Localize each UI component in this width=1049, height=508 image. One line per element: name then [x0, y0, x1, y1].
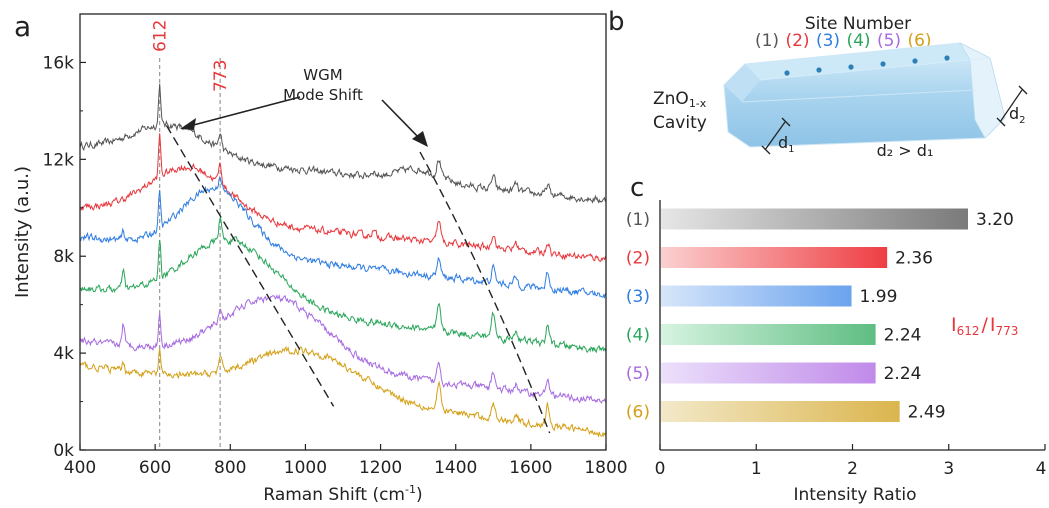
cavity-schematic: Site Number (1) (2) (3) (4) (5) (6) ZnO1-x Ca…	[653, 14, 1028, 160]
x-tick-label: 600	[139, 458, 171, 478]
site-labels: (1) (2) (3) (4) (5) (6)	[755, 31, 932, 51]
spectrum-site-6	[79, 345, 607, 438]
raman-chart: 400 600 800 1000 1200 1400 1600 1800 0k 4k 8k 12k 1…	[12, 13, 628, 505]
wgm-guides	[165, 125, 551, 434]
x-tick-label: 800	[214, 458, 246, 478]
cavity-word: Cavity	[653, 113, 707, 133]
category-label-5: (5)	[626, 364, 650, 384]
category-label-6: (6)	[626, 403, 650, 423]
x-axis-label: Intensity Ratio	[793, 485, 916, 505]
spectrum-site-4	[79, 216, 607, 354]
d1-label: d1	[778, 133, 795, 155]
category-label-2: (2)	[626, 249, 650, 269]
value-label-6: 2.49	[908, 403, 946, 423]
value-label-3: 1.99	[860, 287, 898, 307]
x-tick-label: 1200	[359, 458, 402, 478]
x-tick-label: 0	[655, 459, 666, 479]
x-axis-ticks: 0 1 2 3 4	[655, 444, 1047, 479]
category-labels: (1) (2) (3) (4) (5) (6)	[626, 210, 650, 423]
x-tick-label: 1600	[509, 458, 552, 478]
y-tick-label: 4k	[53, 344, 74, 364]
site-dot-1	[784, 70, 790, 76]
d-relation: d₂ > d₁	[877, 141, 934, 160]
site-label-1: (1)	[755, 31, 779, 51]
panel-label-a: a	[14, 10, 31, 43]
annotation-mode-shift: Mode Shift	[283, 86, 363, 104]
x-axis-ticks: 400 600 800 1000 1200 1400 1600 1800	[64, 444, 628, 478]
d2-marker	[996, 85, 1028, 127]
x-tick-label: 1800	[584, 458, 627, 478]
annotation-wgm: WGM	[303, 66, 342, 84]
category-label-1: (1)	[626, 210, 650, 230]
x-tick-label: 3	[943, 459, 954, 479]
value-label-4: 2.24	[884, 326, 922, 346]
annotation-arrow-left	[180, 96, 301, 130]
site-label-2: (2)	[785, 31, 809, 51]
value-label-5: 2.24	[884, 364, 922, 384]
x-axis-label: Raman Shift (cm-1)	[263, 483, 422, 505]
reference-lines	[159, 58, 221, 450]
site-dot-5	[912, 58, 918, 64]
x-tick-label: 1	[751, 459, 762, 479]
y-axis-label: Intensity (a.u.)	[12, 166, 33, 298]
bar-1	[661, 208, 968, 230]
panel-label-c: c	[630, 173, 644, 203]
value-label-1: 3.20	[976, 210, 1014, 230]
spectrum-site-2	[79, 133, 607, 262]
bar-6	[661, 401, 900, 422]
site-label-3: (3)	[816, 31, 840, 51]
cavity-material: ZnO1-x	[653, 89, 707, 110]
plot-frame	[79, 13, 607, 451]
bar-4	[661, 324, 876, 345]
bar-3	[661, 285, 852, 307]
x-tick-label: 400	[64, 458, 96, 478]
spectrum-site-3	[79, 175, 607, 299]
site-dot-3	[848, 64, 854, 70]
y-tick-label: 16k	[43, 53, 75, 73]
site-label-5: (5)	[877, 31, 901, 51]
x-tick-label: 4	[1036, 459, 1047, 479]
y-tick-label: 0k	[53, 441, 74, 461]
site-dots	[784, 55, 950, 76]
ratio-bar-chart: (1) (2) (3) (4) (5) (6) 3.20 2.36 1.99 2.24 2.24 2…	[626, 200, 1047, 505]
reference-line-labels: 612 773	[151, 20, 231, 92]
spectrum-site-1	[79, 83, 607, 204]
reference-label-612: 612	[151, 20, 171, 52]
site-dot-2	[816, 67, 822, 73]
bar-5	[661, 362, 876, 384]
site-number-title: Site Number	[805, 14, 911, 34]
wgm-guide-1	[165, 125, 335, 407]
value-label-2: 2.36	[895, 249, 933, 269]
category-label-3: (3)	[626, 287, 650, 307]
zno-rod	[723, 42, 1006, 148]
category-label-4: (4)	[626, 326, 650, 346]
spectra-series	[79, 83, 607, 438]
d2-label: d2	[1009, 104, 1026, 126]
x-tick-label: 1400	[434, 458, 477, 478]
spectrum-site-5	[79, 293, 607, 404]
x-tick-label: 1000	[284, 458, 327, 478]
bar-2	[661, 247, 888, 268]
ratio-label: I612/I773	[951, 314, 1018, 338]
x-tick-label: 2	[847, 459, 858, 479]
y-tick-label: 12k	[43, 150, 75, 170]
reference-label-773: 773	[211, 60, 231, 92]
annotation-arrow-right	[381, 99, 428, 147]
panel-label-b: b	[608, 7, 625, 37]
site-dot-4	[880, 61, 886, 67]
wgm-guide-2	[419, 151, 551, 434]
d1-marker	[761, 117, 791, 155]
site-label-4: (4)	[846, 31, 870, 51]
site-dot-6	[944, 55, 950, 61]
value-labels: 3.20 2.36 1.99 2.24 2.24 2.49	[860, 210, 1014, 423]
y-axis-ticks: 0k 4k 8k 12k 16k	[43, 53, 86, 461]
ratio-bars	[661, 208, 968, 422]
y-tick-label: 8k	[53, 247, 74, 267]
